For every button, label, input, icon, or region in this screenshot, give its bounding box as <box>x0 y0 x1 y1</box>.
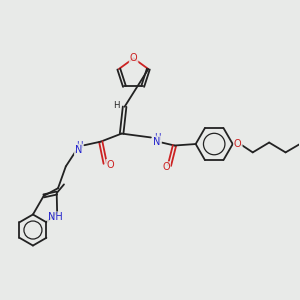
Text: H: H <box>154 133 161 142</box>
Text: NH: NH <box>48 212 63 222</box>
Text: O: O <box>162 162 169 172</box>
Text: N: N <box>154 136 161 147</box>
Text: O: O <box>130 53 137 63</box>
Text: O: O <box>234 139 242 149</box>
Text: O: O <box>106 160 114 170</box>
Text: N: N <box>75 145 82 155</box>
Text: H: H <box>113 101 119 110</box>
Text: H: H <box>76 141 82 150</box>
